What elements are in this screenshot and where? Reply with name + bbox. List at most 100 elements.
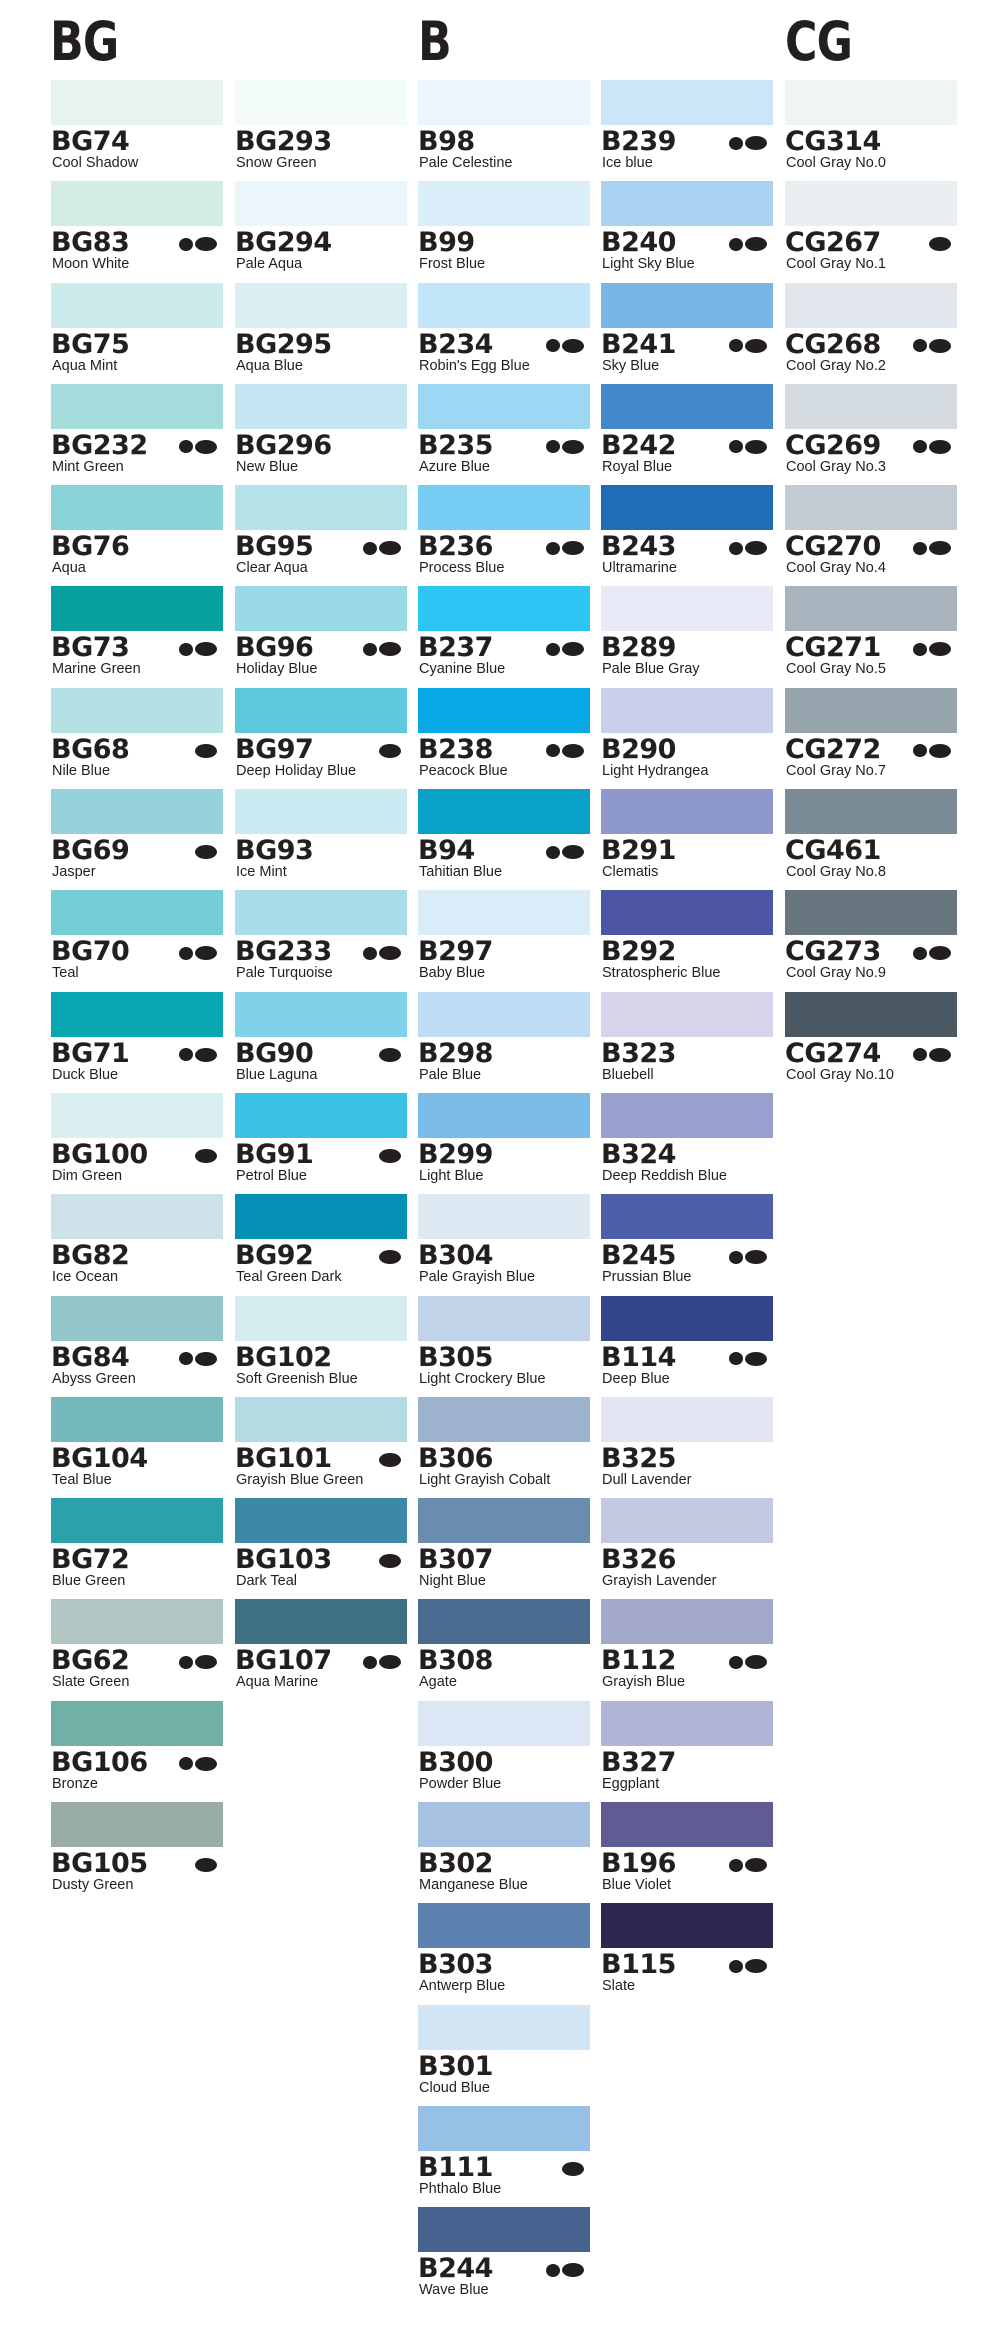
color-swatch [785, 282, 957, 328]
color-swatch-item: B242 Royal Blue [601, 383, 773, 485]
large-nib-icon [745, 1858, 767, 1873]
large-nib-icon [195, 642, 217, 657]
color-name: Cool Gray No.2 [786, 357, 886, 374]
color-code: B238 [418, 733, 493, 765]
color-code: B305 [418, 1341, 493, 1373]
nib-type-icon [729, 541, 767, 556]
large-nib-icon [929, 237, 951, 252]
nib-type-icon [729, 1959, 767, 1974]
color-name: Peacock Blue [419, 762, 508, 779]
color-swatch [418, 789, 590, 835]
color-code: CG267 [785, 227, 881, 259]
color-swatch-item: B290 Light Hydrangea [601, 687, 773, 789]
color-swatch-item: B302 Manganese Blue [418, 1802, 590, 1903]
color-code: BG104 [51, 1442, 148, 1474]
color-name: Ice blue [602, 155, 653, 171]
color-swatch-item: BG69 Jasper [51, 789, 223, 890]
color-swatch [418, 890, 590, 936]
color-code: B304 [418, 1240, 493, 1272]
nib-type-icon [363, 946, 401, 961]
nib-type-icon [546, 743, 584, 758]
color-swatch [51, 1092, 223, 1138]
large-nib-icon [195, 845, 217, 860]
color-code: CG273 [785, 936, 881, 968]
color-swatch-item: BG106 Bronze [51, 1700, 223, 1802]
color-swatch-item: B298 Pale Blue [418, 991, 590, 1093]
color-swatch [785, 586, 957, 632]
color-name: Ice Mint [236, 864, 287, 881]
color-swatch-item: B291 Clematis [601, 789, 773, 890]
color-swatch-item: BG90 Blue Laguna [235, 991, 407, 1093]
small-nib-icon [729, 339, 743, 353]
color-swatch [601, 586, 773, 632]
nib-type-icon [729, 237, 767, 252]
color-swatch [601, 383, 773, 429]
small-nib-icon [363, 946, 377, 960]
color-swatch [601, 282, 773, 328]
color-swatch-item: BG75 Aqua Mint [51, 282, 223, 384]
color-swatch-item: B235 Azure Blue [418, 383, 590, 485]
color-code: B324 [601, 1138, 676, 1170]
large-nib-icon [745, 439, 767, 454]
color-name: Pale Celestine [419, 155, 513, 171]
nib-type-icon [913, 541, 951, 556]
color-name: Tahitian Blue [419, 864, 503, 881]
header-cg: CG [785, 10, 853, 73]
color-name: Manganese Blue [419, 1877, 528, 1894]
color-name: Pale Blue [419, 1066, 482, 1083]
color-swatch [235, 1092, 407, 1138]
color-name: Eggplant [602, 1775, 660, 1792]
large-nib-icon [745, 1351, 767, 1366]
color-swatch [235, 1295, 407, 1341]
color-swatch [418, 2207, 590, 2253]
large-nib-icon [745, 1959, 767, 1974]
color-code: BG233 [235, 936, 332, 968]
color-swatch-item: B244 Wave Blue [418, 2207, 590, 2308]
color-code: BG95 [235, 531, 314, 563]
small-nib-icon [913, 946, 927, 960]
color-name: Bluebell [602, 1066, 654, 1083]
color-name: New Blue [236, 458, 299, 475]
color-code: CG314 [785, 126, 881, 157]
color-swatch [785, 383, 957, 429]
color-swatch [785, 485, 957, 531]
small-nib-icon [729, 1655, 743, 1669]
nib-type-icon [546, 338, 584, 353]
nib-type-icon [179, 1655, 217, 1670]
color-code: BG106 [51, 1746, 148, 1778]
color-name: Pale Grayish Blue [419, 1269, 536, 1286]
nib-type-icon [546, 845, 584, 860]
large-nib-icon [562, 439, 584, 454]
large-nib-icon [379, 1148, 401, 1163]
color-swatch-item: B112 Grayish Blue [601, 1599, 773, 1700]
color-swatch [601, 485, 773, 531]
color-swatch-item: BG107 Aqua Marine [235, 1599, 407, 1700]
large-nib-icon [562, 541, 584, 556]
color-swatch-item: CG270 Cool Gray No.4 [785, 485, 957, 586]
color-swatch [51, 181, 223, 227]
color-swatch-item: BG82 Ice Ocean [51, 1194, 223, 1295]
header-b: B [418, 10, 452, 73]
color-name: Night Blue [419, 1573, 486, 1590]
color-swatch-item: B240 Light Sky Blue [601, 181, 773, 282]
color-code: B327 [601, 1746, 676, 1778]
color-swatch-item: BG72 Blue Green [51, 1498, 223, 1599]
color-swatch-item: B98 Pale Celestine [418, 80, 590, 181]
color-swatch-item: B327 Eggplant [601, 1700, 773, 1802]
color-code: BG73 [51, 632, 130, 664]
color-code: BG91 [235, 1138, 314, 1170]
color-name: Grayish Blue [602, 1674, 686, 1691]
color-name: Stratospheric Blue [602, 965, 721, 982]
large-nib-icon [745, 1250, 767, 1265]
color-swatch [785, 890, 957, 936]
nib-type-icon [729, 1655, 767, 1670]
color-swatch-item: BG71 Duck Blue [51, 991, 223, 1093]
color-name: Deep Holiday Blue [236, 762, 357, 779]
color-swatch-item: BG93 Ice Mint [235, 789, 407, 890]
color-name: Blue Laguna [236, 1066, 318, 1083]
color-code: B114 [601, 1341, 676, 1373]
color-swatch [601, 890, 773, 936]
color-name: Cool Gray No.7 [786, 762, 886, 779]
color-swatch-item: BG104 Teal Blue [51, 1396, 223, 1498]
large-nib-icon [379, 1452, 401, 1467]
